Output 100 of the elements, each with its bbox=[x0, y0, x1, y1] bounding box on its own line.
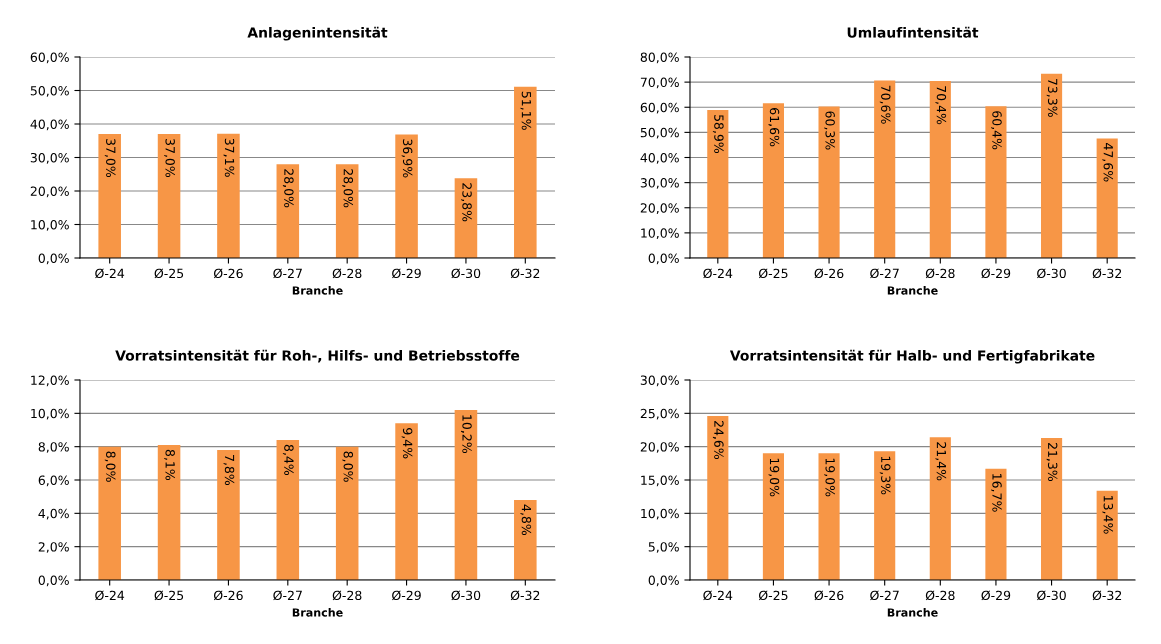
bar bbox=[1040, 438, 1063, 580]
bar bbox=[395, 423, 418, 580]
x-tick-label: Ø-25 bbox=[154, 268, 184, 279]
y-tick-label: 12,0% bbox=[31, 375, 69, 387]
x-tick-label: Ø-30 bbox=[451, 590, 481, 601]
x-tick-label: Ø-32 bbox=[1092, 268, 1122, 279]
y-tick-label: 0,0% bbox=[38, 575, 69, 587]
bar bbox=[276, 440, 300, 580]
bar bbox=[514, 500, 537, 580]
data-label: 21,3% bbox=[1046, 442, 1058, 482]
data-label: 37,1% bbox=[223, 138, 235, 177]
bar bbox=[454, 178, 478, 258]
bar bbox=[335, 164, 359, 258]
data-label: 19,0% bbox=[768, 458, 780, 497]
y-tick-label: 50,0% bbox=[640, 127, 679, 139]
x-tick-label: Ø-24 bbox=[95, 590, 125, 601]
bar bbox=[762, 453, 785, 580]
y-tick-label: 50,0% bbox=[30, 85, 69, 97]
bar bbox=[874, 80, 896, 258]
x-tick-label: Ø-28 bbox=[332, 268, 362, 279]
data-label: 60,3% bbox=[824, 111, 835, 150]
y-tick-label: 60,0% bbox=[30, 52, 69, 64]
data-label: 4,8% bbox=[520, 504, 532, 536]
bar bbox=[929, 437, 951, 580]
bar bbox=[985, 106, 1007, 258]
data-label: 8,4% bbox=[282, 444, 294, 476]
data-label: 58,9% bbox=[712, 115, 724, 154]
y-tick-label: 60,0% bbox=[640, 102, 679, 114]
x-tick-label: Ø-29 bbox=[392, 268, 421, 279]
x-tick-label: Ø-30 bbox=[1037, 268, 1066, 279]
y-tick-label: 10,0% bbox=[641, 228, 679, 240]
bar bbox=[1096, 490, 1118, 580]
data-label: 16,7% bbox=[991, 474, 1002, 512]
y-tick-label: 40,0% bbox=[30, 119, 69, 131]
y-tick-label: 30,0% bbox=[640, 178, 679, 189]
y-tick-label: 15,0% bbox=[641, 475, 679, 487]
x-axis-title: Branche bbox=[292, 286, 343, 295]
data-label: 70,6% bbox=[879, 85, 891, 124]
data-label: 23,8% bbox=[461, 183, 472, 222]
x-tick-label: Ø-30 bbox=[451, 268, 481, 279]
chart-title: Vorratsintensität für Halb- und Fertigfabrikate bbox=[729, 349, 1095, 364]
bar bbox=[762, 103, 785, 258]
y-tick-label: 30,0% bbox=[30, 152, 69, 164]
data-label: 60,4% bbox=[991, 111, 1002, 150]
x-tick-label: Ø-28 bbox=[925, 590, 955, 601]
x-tick-label: Ø-28 bbox=[332, 590, 362, 601]
data-label: 47,6% bbox=[1102, 143, 1114, 182]
data-label: 9,4% bbox=[401, 428, 413, 459]
x-tick-label: Ø-28 bbox=[925, 268, 955, 279]
data-label: 36,9% bbox=[401, 139, 413, 178]
y-tick-label: 10,0% bbox=[31, 219, 69, 231]
x-tick-label: Ø-24 bbox=[703, 590, 733, 601]
bar bbox=[157, 445, 181, 580]
x-tick-label: Ø-29 bbox=[981, 268, 1011, 279]
bar bbox=[707, 416, 729, 580]
bar bbox=[335, 446, 359, 580]
x-tick-label: Ø-27 bbox=[273, 268, 302, 279]
x-tick-label: Ø-27 bbox=[273, 590, 302, 601]
bar bbox=[454, 410, 478, 580]
chart-title: Anlagenintensität bbox=[247, 26, 388, 41]
data-label: 13,4% bbox=[1102, 496, 1114, 534]
bar bbox=[217, 133, 240, 258]
data-label: 61,6% bbox=[768, 108, 780, 147]
x-tick-label: Ø-26 bbox=[213, 590, 243, 601]
bar bbox=[1096, 138, 1118, 258]
chart-title: Vorratsintensität für Roh-, Hilfs- und Betriebsstoffe bbox=[115, 349, 520, 363]
x-axis-title: Branche bbox=[292, 608, 343, 617]
data-label: 21,4% bbox=[935, 442, 947, 481]
data-label: 8,0% bbox=[104, 451, 116, 482]
bar bbox=[707, 110, 729, 258]
y-tick-label: 70,0% bbox=[640, 77, 679, 89]
y-tick-label: 4,0% bbox=[38, 508, 69, 520]
data-label: 51,1% bbox=[520, 91, 532, 130]
data-label: 24,6% bbox=[712, 420, 724, 460]
y-tick-label: 25,0% bbox=[640, 408, 679, 420]
x-tick-label: Ø-26 bbox=[814, 590, 844, 601]
data-label: 28,0% bbox=[342, 169, 354, 208]
bar bbox=[217, 450, 240, 580]
bar bbox=[818, 106, 840, 258]
bar bbox=[98, 446, 121, 580]
data-label: 73,3% bbox=[1046, 78, 1058, 117]
y-tick-label: 6,0% bbox=[38, 475, 69, 487]
y-tick-label: 0,0% bbox=[648, 575, 679, 587]
data-label: 37,0% bbox=[164, 139, 175, 178]
data-label: 28,0% bbox=[282, 169, 294, 208]
x-tick-label: Ø-32 bbox=[510, 590, 540, 601]
x-tick-label: Ø-25 bbox=[758, 268, 788, 279]
y-tick-label: 10,0% bbox=[641, 508, 679, 520]
data-label: 8,0% bbox=[342, 451, 354, 482]
bar bbox=[1040, 73, 1063, 258]
x-tick-label: Ø-26 bbox=[213, 268, 243, 279]
x-tick-label: Ø-27 bbox=[870, 268, 899, 279]
y-tick-label: 5,0% bbox=[648, 542, 679, 553]
x-tick-label: Ø-25 bbox=[154, 590, 184, 601]
data-label: 37,0% bbox=[104, 139, 116, 178]
x-axis-title: Branche bbox=[887, 608, 938, 617]
y-tick-label: 0,0% bbox=[648, 253, 679, 265]
x-tick-label: Ø-29 bbox=[981, 590, 1011, 601]
data-label: 7,8% bbox=[223, 455, 235, 486]
bar bbox=[395, 134, 418, 258]
